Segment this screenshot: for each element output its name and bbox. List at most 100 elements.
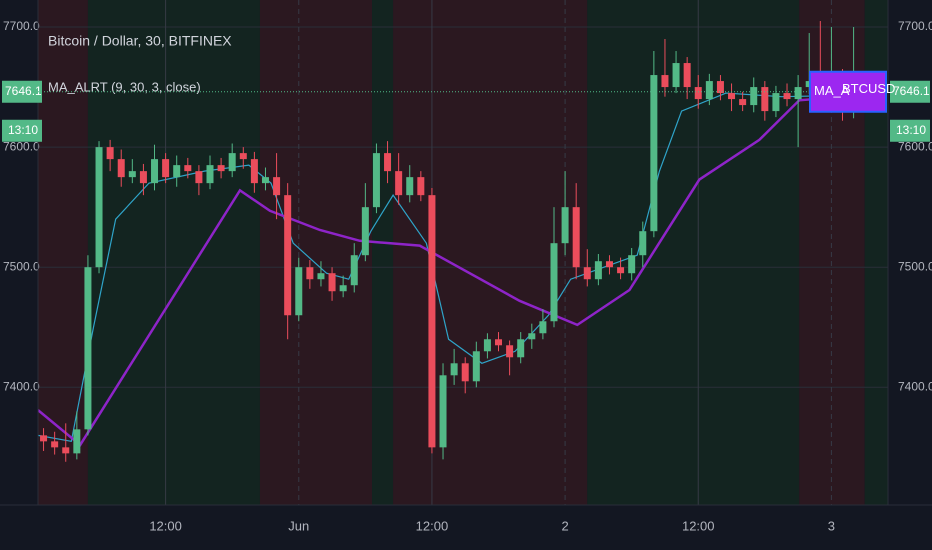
candle-body <box>628 255 636 274</box>
alert-box <box>809 70 887 113</box>
candle-body <box>40 435 48 442</box>
candle-body <box>117 159 125 178</box>
candle-body <box>461 363 469 382</box>
candle-body <box>750 87 758 106</box>
candle-body <box>95 147 103 268</box>
chart-title: Bitcoin / Dollar, 30, BITFINEX <box>48 33 232 49</box>
candle-body <box>406 177 414 196</box>
ma-line <box>38 94 860 447</box>
ma-line <box>38 92 876 443</box>
x-tick-label: 3 <box>828 518 835 533</box>
candle-body <box>339 285 347 292</box>
candle-body <box>295 267 303 316</box>
countdown-box <box>2 119 42 142</box>
candle-body <box>62 447 70 454</box>
signal-band <box>393 0 588 505</box>
candle-body <box>694 87 702 100</box>
candle-body <box>450 363 458 376</box>
candle-body <box>128 171 136 178</box>
y-tick-label: 7600.0 <box>898 139 932 153</box>
candle-body <box>539 321 547 334</box>
signal-band <box>259 0 373 505</box>
candle-body <box>650 75 658 232</box>
candle-body <box>716 81 724 94</box>
candle-body <box>761 87 769 112</box>
y-tick-label: 7400.0 <box>898 379 932 393</box>
candle-body <box>217 165 225 172</box>
x-tick-label: Jun <box>288 518 309 533</box>
candle-body <box>517 339 525 358</box>
x-tick-label: 12:00 <box>416 518 449 533</box>
candle-body <box>195 171 203 184</box>
candle-body <box>439 375 447 448</box>
candle-body <box>184 165 192 172</box>
candle-body <box>350 255 358 286</box>
candle-body <box>617 267 625 274</box>
candle-body <box>317 273 325 280</box>
signal-band <box>372 0 394 505</box>
candle-body <box>572 207 580 268</box>
ma-lines <box>38 92 876 447</box>
candle-body <box>428 195 436 448</box>
candle-body <box>228 153 236 172</box>
y-tick-label: 7700.0 <box>898 19 932 33</box>
candle-body <box>528 333 536 340</box>
signal-band <box>587 0 800 505</box>
candle-body <box>550 243 558 322</box>
candle-body <box>261 177 269 184</box>
candle-body <box>728 93 736 100</box>
y-tick-label: 7500.0 <box>3 259 40 273</box>
last-price-box <box>890 80 930 103</box>
candle-body <box>162 159 170 178</box>
candle-body <box>139 171 147 184</box>
candle-body <box>772 93 780 112</box>
candle-body <box>250 159 258 184</box>
candle-body <box>284 195 292 316</box>
candle-body <box>639 231 647 256</box>
candle-body <box>106 147 114 160</box>
candle-body <box>483 339 491 352</box>
x-tick-label: 12:00 <box>682 518 715 533</box>
candle-body <box>683 63 691 88</box>
alert-label: MA_A <box>814 83 850 98</box>
candle-body <box>506 345 514 358</box>
y-tick-label: 7400.0 <box>3 379 40 393</box>
axes: 7400.0 7400.0 7500.0 7500.0 7600.0 7600.0 7700… <box>0 0 932 533</box>
candle-body <box>495 339 503 346</box>
x-tick-label: 2 <box>561 518 568 533</box>
signal-band <box>87 0 260 505</box>
countdown-box <box>890 119 930 142</box>
candle-body <box>395 171 403 196</box>
signal-band <box>38 0 88 505</box>
candle-body <box>384 153 392 172</box>
candle-body <box>594 261 602 280</box>
candle-body <box>739 99 747 106</box>
candle-body <box>661 75 669 88</box>
candle-body <box>151 159 159 184</box>
last-price-label: 7646.1 <box>893 84 930 98</box>
candle-body <box>794 87 802 100</box>
last-price-label: 7646.1 <box>5 84 42 98</box>
candle-body <box>206 165 214 184</box>
candle-body <box>472 351 480 382</box>
candle-body <box>273 177 281 196</box>
candle-body <box>328 273 336 292</box>
countdown-label: 13:10 <box>8 123 38 137</box>
candle-body <box>73 429 81 454</box>
signal-band <box>864 0 888 505</box>
candle-body <box>51 441 59 448</box>
candle-body <box>705 81 713 100</box>
candle-body <box>605 261 613 268</box>
candle-body <box>417 177 425 196</box>
candle-body <box>372 153 380 208</box>
last-price-box <box>2 80 42 103</box>
candle-body <box>239 153 247 160</box>
candle-body <box>672 63 680 88</box>
candle-body <box>361 207 369 256</box>
candle-body <box>561 207 569 244</box>
y-tick-label: 7500.0 <box>898 259 932 273</box>
candle-body <box>583 267 591 280</box>
y-tick-label: 7700.0 <box>3 19 40 33</box>
